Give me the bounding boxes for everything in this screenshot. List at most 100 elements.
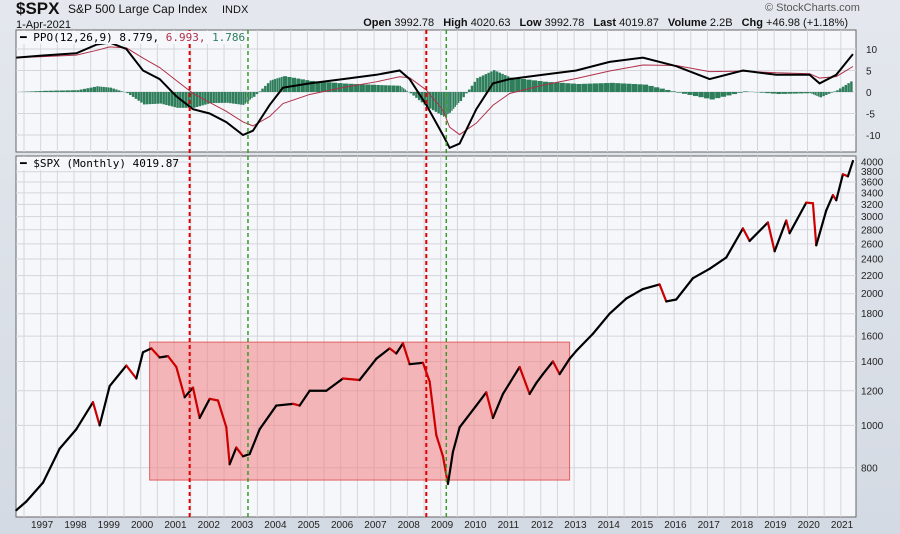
price-tick-label: 2200 <box>861 271 884 282</box>
ppo-histogram-bar <box>442 92 444 117</box>
ppo-histogram-bar <box>70 90 77 92</box>
ppo-histogram-bar <box>380 85 384 92</box>
ppo-histogram-bar <box>462 92 465 98</box>
year-tick-label: 1997 <box>31 520 54 531</box>
ppo-histogram-bar <box>269 80 272 92</box>
ppo-histogram-bar <box>126 92 129 94</box>
year-tick-label: 2021 <box>831 520 854 531</box>
ppo-histogram-bar <box>173 92 177 108</box>
ppo-histogram-bar <box>148 92 152 105</box>
ppo-histogram-bar <box>276 78 279 92</box>
price-segment <box>325 377 345 392</box>
year-tick-label: 2020 <box>798 520 821 531</box>
ppo-histogram-bar <box>348 83 354 92</box>
ppo-histogram-bar <box>206 92 210 104</box>
ppo-histogram-bar <box>167 92 171 106</box>
year-tick-label: 1999 <box>98 520 121 531</box>
price-segment <box>691 267 711 280</box>
ppo-histogram-bar <box>134 92 138 99</box>
price-segment <box>435 434 445 458</box>
ppo-histogram-bar <box>370 84 376 92</box>
year-tick-label: 2019 <box>764 520 787 531</box>
ppo-histogram-bar <box>576 83 582 92</box>
ppo-histogram-bar <box>100 86 103 92</box>
price-segment <box>766 221 776 253</box>
stat-value: 4019.87 <box>619 17 662 29</box>
ppo-histogram-bar <box>459 92 463 102</box>
ppo-histogram-bar <box>570 83 576 92</box>
ppo-histogram-bar <box>537 81 543 92</box>
ppo-histogram-bar <box>192 92 196 108</box>
ppo-histogram-bar <box>240 92 243 105</box>
price-segment <box>665 298 678 303</box>
ppo-histogram-bar <box>244 92 247 104</box>
ppo-histogram-bar <box>252 92 256 97</box>
ppo-tick-label: -10 <box>866 131 881 142</box>
ppo-histogram-bar <box>29 91 34 92</box>
ppo-histogram-bar <box>215 92 218 103</box>
ppo-histogram-bar <box>423 92 426 105</box>
price-tick-label: 2000 <box>861 289 884 300</box>
ppo-histogram-bar <box>509 77 515 92</box>
year-tick-label: 2009 <box>431 520 454 531</box>
ppo-histogram-bar <box>315 81 321 92</box>
ppo-histogram-bar <box>470 85 474 92</box>
ppo-histogram-bar <box>726 92 732 96</box>
ppo-histogram-bar <box>190 92 193 108</box>
ppo-histogram-bar <box>781 92 788 94</box>
price-tick-label: 1200 <box>861 386 884 397</box>
ppo-histogram-bar <box>504 75 507 92</box>
ppo-histogram-bar <box>181 92 185 108</box>
price-tick-label: 3200 <box>861 200 884 211</box>
ppo-histogram-bar <box>809 92 811 94</box>
ppo-histogram-bar <box>637 84 643 92</box>
ppo-histogram-bar <box>229 92 232 104</box>
price-tick-label: 1400 <box>861 357 884 368</box>
price-segment <box>835 173 845 202</box>
price-tick-label: 800 <box>861 463 878 474</box>
ppo-histogram-bar <box>836 90 839 92</box>
ppo-histogram-bar <box>731 92 738 95</box>
ppo-histogram-bar <box>145 92 149 105</box>
price-segment <box>535 372 545 385</box>
price-segment <box>248 428 261 456</box>
ppo-histogram-bar <box>437 92 440 114</box>
ppo-histogram-bar <box>237 92 240 105</box>
price-segment <box>125 364 138 380</box>
price-segment <box>675 277 695 301</box>
ppo-histogram-bar <box>709 92 715 100</box>
price-segment <box>451 426 461 453</box>
price-segment <box>401 342 411 366</box>
ppo-histogram-bar <box>850 81 853 92</box>
ppo-histogram-bar <box>814 92 816 96</box>
ppo-histogram-bar <box>592 83 599 92</box>
ppo-histogram-bar <box>96 86 99 92</box>
year-tick-label: 2003 <box>231 520 254 531</box>
ppo-histogram-bar <box>151 92 154 105</box>
price-segment <box>575 332 595 353</box>
year-tick-label: 2010 <box>464 520 487 531</box>
price-segment <box>815 209 828 247</box>
ppo-histogram-bar <box>827 92 831 94</box>
price-segment <box>175 365 186 399</box>
ppo-histogram-bar <box>198 92 202 107</box>
ppo-histogram-bar <box>156 92 160 104</box>
price-tick-label: 3000 <box>861 212 884 223</box>
ppo-histogram-bar <box>271 79 274 92</box>
price-segment <box>408 361 425 366</box>
ppo-histogram-bar <box>137 92 140 101</box>
ppo-histogram-bar <box>451 92 453 111</box>
ppo-histogram-bar <box>109 87 113 92</box>
ppo-histogram-bar <box>816 92 818 96</box>
ppo-histogram-bar <box>581 83 588 92</box>
price-segment <box>388 347 398 355</box>
price-segment <box>25 481 45 503</box>
ppo-histogram-bar <box>698 92 704 98</box>
ppo-histogram-bar <box>165 92 168 106</box>
ppo-histogram-bar <box>804 92 810 94</box>
ppo-histogram-bar <box>300 79 305 92</box>
ppo-histogram-bar <box>376 84 380 92</box>
ppo-histogram-bar <box>309 80 315 92</box>
price-tick-label: 1600 <box>861 332 884 343</box>
ppo-histogram-bar <box>38 91 43 92</box>
